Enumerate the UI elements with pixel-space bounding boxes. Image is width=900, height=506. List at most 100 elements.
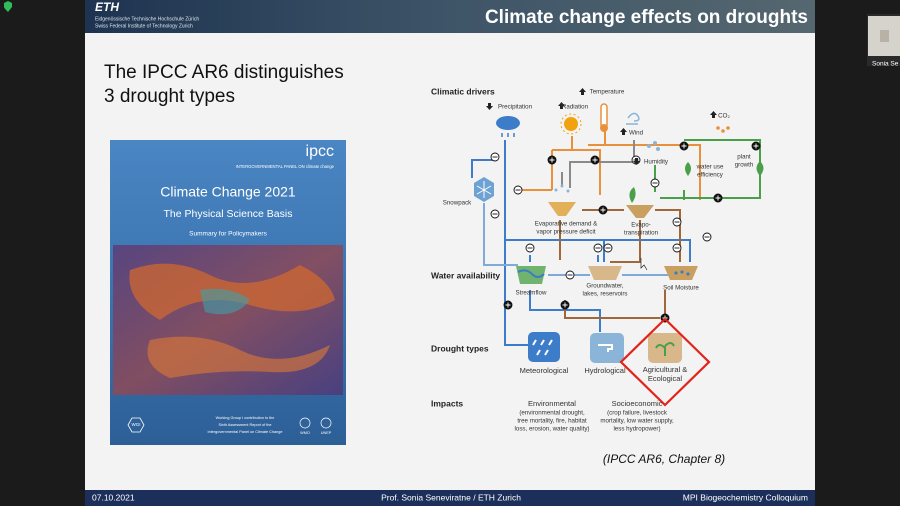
flow-lines bbox=[471, 159, 497, 178]
flow-lines bbox=[504, 140, 528, 346]
impact-detail: loss, erosion, water quality) bbox=[515, 426, 590, 433]
cover-contribution: Intergovernmental Panel on Climate Chang… bbox=[208, 430, 283, 434]
report-cover bbox=[299, 417, 311, 429]
drought-type: Ecological bbox=[648, 374, 683, 383]
flow-lines bbox=[552, 136, 601, 195]
cover-contribution: Sixth Assessment Report of the bbox=[219, 423, 272, 427]
flow-lines bbox=[529, 240, 605, 262]
diagram-icons bbox=[476, 181, 492, 198]
impact-detail: tree mortality, fire, habitat bbox=[517, 418, 587, 425]
cover-summary: Summary for Policymakers bbox=[189, 231, 267, 238]
participant-name: Sonia Se bbox=[872, 61, 899, 68]
node-label: transpiration bbox=[624, 230, 659, 237]
diagram-icons bbox=[626, 112, 640, 125]
diagram-icons bbox=[680, 270, 684, 274]
report-cover bbox=[320, 417, 332, 429]
report-cover bbox=[147, 336, 330, 378]
sign-markers bbox=[592, 157, 598, 163]
driver-label: Humidity bbox=[644, 159, 669, 166]
driver-arrows bbox=[633, 158, 640, 165]
driver-arrows bbox=[710, 111, 717, 118]
slide-title: Climate change effects on droughts bbox=[485, 7, 808, 28]
cover-logo: UNEP bbox=[321, 431, 332, 435]
cover-brand: ipcc bbox=[306, 143, 334, 160]
diagram-icons bbox=[655, 342, 675, 356]
row-label: Water availability bbox=[431, 270, 500, 280]
diagram-icons bbox=[560, 184, 564, 188]
node-label: Snowpack bbox=[443, 200, 472, 207]
diagram-icons bbox=[685, 162, 691, 176]
diagram-icons bbox=[588, 266, 622, 280]
security-icon bbox=[4, 1, 12, 12]
sign-markers bbox=[505, 302, 511, 308]
diagram-icons bbox=[474, 103, 764, 407]
report-cover bbox=[200, 288, 250, 315]
row-label: Drought types bbox=[431, 343, 489, 353]
diagram-icons bbox=[496, 116, 520, 130]
diagram-icons bbox=[686, 272, 690, 276]
impact-title: Environmental bbox=[528, 399, 576, 408]
heading: The IPCC AR6 distinguishes bbox=[104, 62, 344, 83]
impact-title: Socioeconomic bbox=[612, 399, 663, 408]
diagram-icons bbox=[598, 344, 613, 352]
diagram-icons bbox=[626, 205, 654, 218]
flow-lines bbox=[569, 140, 635, 188]
participant-tile[interactable]: Sonia Se bbox=[867, 14, 900, 68]
node-label: Soil Moisture bbox=[663, 285, 699, 292]
node-label: Evaporative demand & bbox=[535, 221, 598, 228]
diagram-icons bbox=[656, 147, 660, 151]
diagram-icons bbox=[721, 129, 725, 133]
diagram-icons bbox=[554, 188, 558, 192]
diagram-icons bbox=[629, 187, 636, 203]
drought-type: Hydrological bbox=[584, 366, 626, 375]
flow-lines bbox=[655, 209, 681, 262]
eth-logo: ETH bbox=[95, 0, 119, 14]
sign-markers bbox=[562, 302, 568, 308]
diagram-icons bbox=[619, 317, 711, 407]
diagram-icons bbox=[600, 124, 608, 132]
sign-markers bbox=[681, 143, 687, 149]
sign-markers bbox=[715, 195, 721, 201]
node-label: water use bbox=[696, 164, 724, 171]
flow-lines bbox=[588, 130, 701, 200]
diagram-icons bbox=[548, 202, 576, 216]
driver-label: Wind bbox=[629, 130, 644, 137]
row-label: Climatic drivers bbox=[431, 86, 495, 96]
drought-type: Meteorological bbox=[520, 366, 569, 375]
node-label: Evapo- bbox=[631, 222, 651, 229]
diagram-icons bbox=[566, 189, 570, 193]
node-label: vapor pressure deficit bbox=[536, 229, 595, 236]
diagram-icons bbox=[564, 117, 578, 131]
sign-markers bbox=[490, 141, 761, 323]
driver-label: CO₂ bbox=[718, 113, 730, 120]
participant-tile[interactable] bbox=[880, 30, 889, 42]
node-label: growth bbox=[735, 162, 754, 169]
impact-detail: (crop failure, livestock bbox=[607, 410, 668, 417]
cover-badge: WGI bbox=[132, 422, 141, 427]
cover-subtitle: The Physical Science Basis bbox=[164, 208, 293, 220]
driver-label: Temperature bbox=[590, 89, 625, 96]
node-label: plant bbox=[737, 154, 751, 161]
diagram-icons bbox=[560, 113, 582, 135]
impact-detail: (environmental drought, bbox=[519, 410, 585, 417]
node-label: Streamflow bbox=[516, 290, 547, 297]
slide-footer bbox=[85, 490, 815, 506]
diagram-icons bbox=[501, 133, 515, 137]
diagram-icons bbox=[640, 258, 648, 271]
sign-markers bbox=[549, 157, 555, 163]
slide-header bbox=[85, 0, 815, 33]
flow-lines bbox=[610, 220, 641, 263]
heading: 3 drought types bbox=[104, 86, 235, 107]
footer-date: 07.10.2021 bbox=[92, 492, 135, 502]
diagram-icons bbox=[716, 126, 720, 130]
footer-event: MPI Biogeochemistry Colloquium bbox=[683, 492, 808, 502]
driver-arrows bbox=[486, 88, 717, 165]
driver-arrows bbox=[558, 102, 565, 109]
cover-contribution: Working Group I contribution to the bbox=[216, 416, 275, 420]
diagram-icons bbox=[517, 269, 545, 278]
diagram-icons bbox=[756, 161, 764, 176]
driver-arrows bbox=[486, 103, 493, 110]
drought-type: Agricultural & bbox=[643, 365, 688, 374]
node-label: efficiency bbox=[697, 172, 724, 179]
